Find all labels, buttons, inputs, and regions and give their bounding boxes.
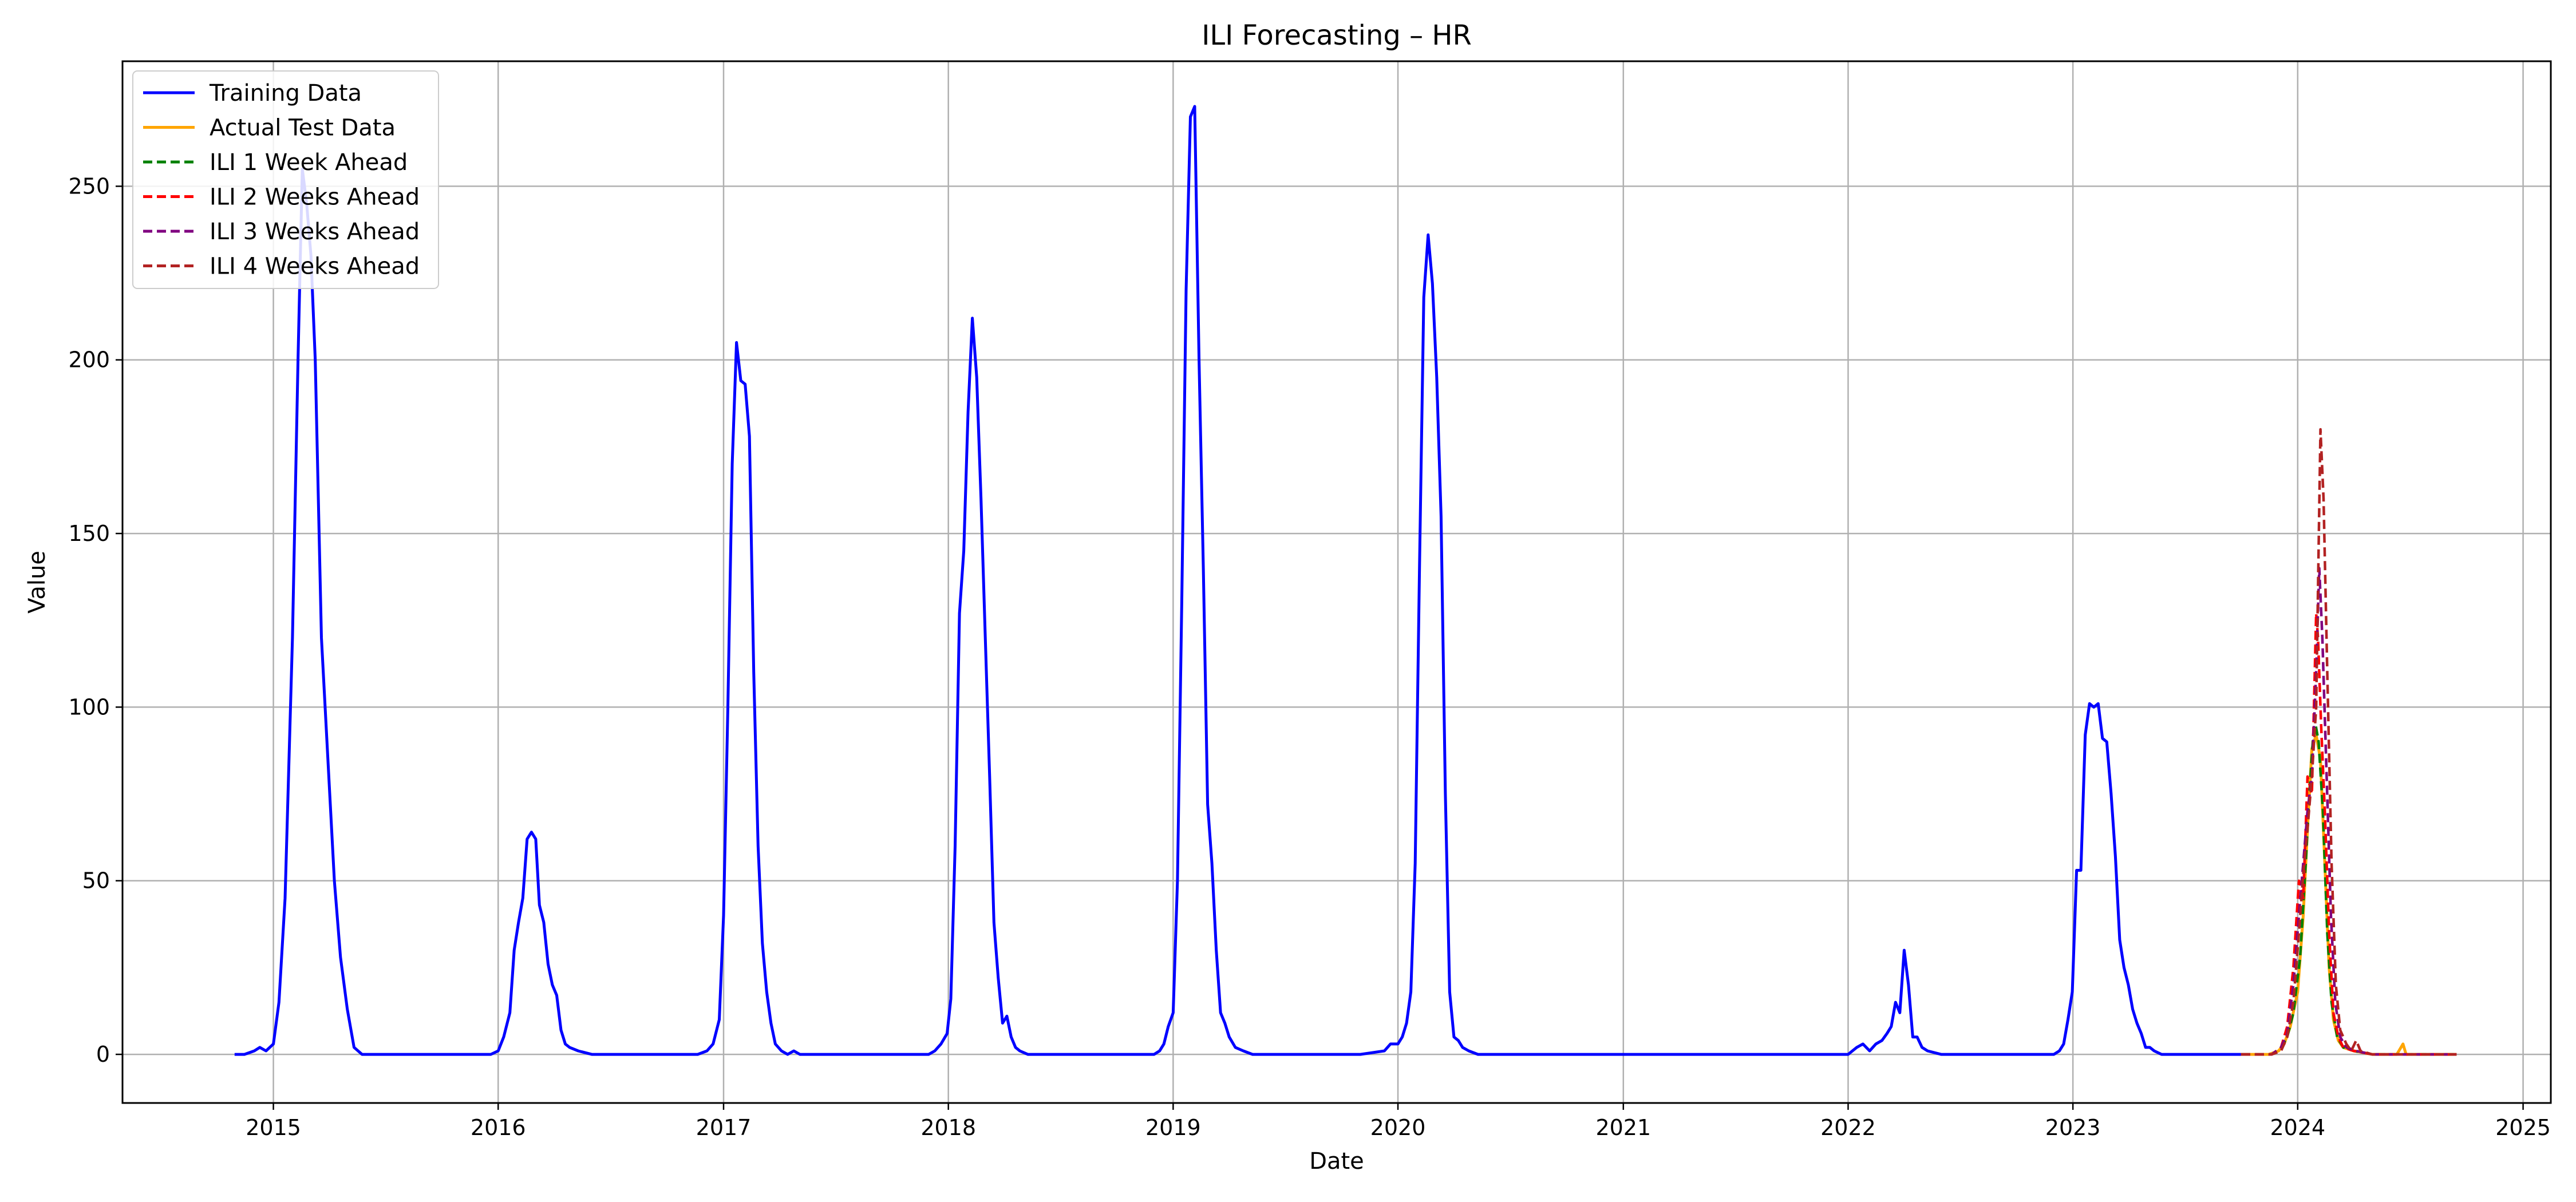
x-axis: 2015 2016 2017 2018 2019 2020 2021 2022 2023 2024… xyxy=(246,1103,2551,1140)
x-tick-label: 2016 xyxy=(471,1115,526,1140)
series-line-training-data xyxy=(234,105,2241,1056)
legend-label-actual-test-data: Actual Test Data xyxy=(210,115,396,141)
x-tick-label: 2022 xyxy=(1820,1115,1876,1140)
y-tick-label: 250 xyxy=(68,173,110,199)
x-tick-label: 2017 xyxy=(696,1115,752,1140)
y-tick-label: 100 xyxy=(68,694,110,719)
x-tick-label: 2019 xyxy=(1145,1115,1201,1140)
legend-box xyxy=(132,70,439,289)
grid-lines xyxy=(123,61,2551,1103)
plot-area xyxy=(234,105,2457,1056)
chart-title: ILI Forecasting – HR xyxy=(1202,19,1472,52)
x-tick-label: 2021 xyxy=(1595,1115,1651,1140)
y-tick-label: 200 xyxy=(68,347,110,373)
y-axis-label: Value xyxy=(24,551,50,614)
y-axis: 0 50 100 150 200 250 xyxy=(68,173,123,1067)
x-tick-label: 2024 xyxy=(2270,1115,2325,1140)
legend-label-ili-1-week-ahead: ILI 1 Week Ahead xyxy=(210,149,408,176)
y-tick-label: 50 xyxy=(82,868,110,893)
legend-label-ili-4-weeks-ahead: ILI 4 Weeks Ahead xyxy=(210,254,420,280)
x-tick-label: 2023 xyxy=(2045,1115,2101,1140)
legend-label-ili-2-weeks-ahead: ILI 2 Weeks Ahead xyxy=(210,184,420,211)
x-tick-label: 2025 xyxy=(2495,1115,2551,1140)
plot-frame xyxy=(121,60,2552,1104)
legend: Training Data Actual Test Data ILI 1 Week … xyxy=(132,70,439,289)
x-tick-label: 2020 xyxy=(1370,1115,1426,1140)
x-axis-label: Date xyxy=(1309,1148,1364,1175)
x-tick-label: 2018 xyxy=(920,1115,976,1140)
legend-label-training-data: Training Data xyxy=(209,80,362,106)
series-line-ili-1-week-ahead xyxy=(2241,716,2457,1056)
legend-label-ili-3-weeks-ahead: ILI 3 Weeks Ahead xyxy=(210,219,420,245)
y-tick-label: 150 xyxy=(68,521,110,546)
x-tick-label: 2015 xyxy=(246,1115,301,1140)
series-line-ili-4-weeks-ahead xyxy=(2241,428,2457,1056)
series-layer xyxy=(234,105,2457,1056)
y-tick-label: 0 xyxy=(96,1042,110,1067)
